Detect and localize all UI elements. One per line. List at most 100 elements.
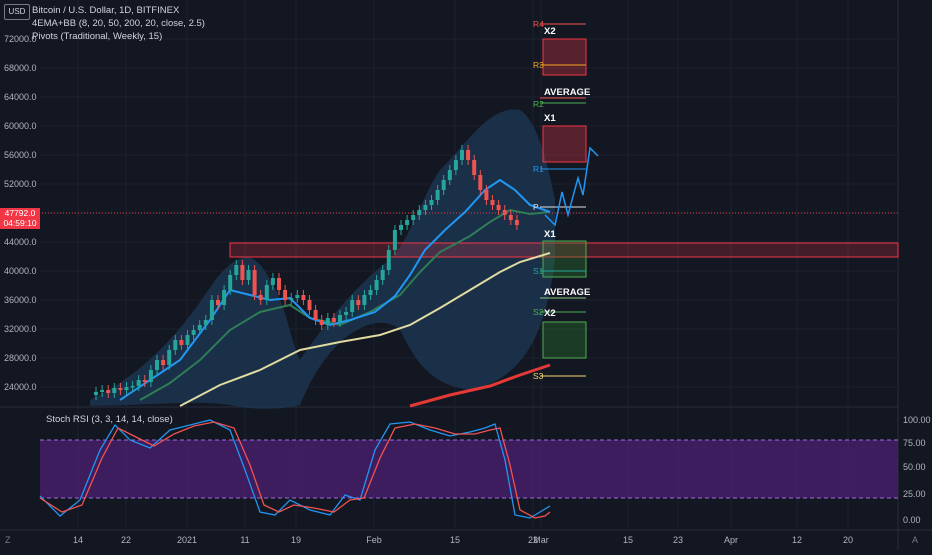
candle-body bbox=[362, 295, 367, 305]
candle-body bbox=[216, 300, 220, 305]
candle-body bbox=[325, 318, 330, 325]
ema-200-line bbox=[409, 363, 551, 408]
candle-body bbox=[100, 390, 105, 392]
candle-body bbox=[161, 360, 166, 365]
target-box-x2 bbox=[542, 38, 587, 76]
pivot-s3-label: S3 bbox=[533, 371, 544, 381]
candle-body bbox=[374, 280, 379, 290]
time-axis-label: Feb bbox=[366, 535, 382, 545]
time-axis-label: 20 bbox=[843, 535, 853, 545]
candle-body bbox=[191, 330, 196, 335]
support-resistance-zone bbox=[229, 242, 899, 258]
current-price-value: 47792.0 bbox=[4, 208, 36, 218]
candle-body bbox=[319, 320, 324, 325]
stoch-rsi-title[interactable]: Stoch RSI (3, 3, 14, 14, close) bbox=[46, 414, 173, 425]
time-axis-label: 22 bbox=[528, 535, 538, 545]
candle-body bbox=[185, 335, 190, 345]
candle-body bbox=[331, 318, 336, 322]
candle-body bbox=[130, 386, 135, 388]
price-axis-label: 36000.0 bbox=[4, 295, 37, 305]
indicator-ema-bb[interactable]: 4EMA+BB (8, 20, 50, 200, 20, close, 2.5) bbox=[32, 18, 205, 29]
candle-body bbox=[435, 190, 440, 200]
current-price-tag: 47792.0 04:59:10 bbox=[0, 208, 40, 229]
candle-body bbox=[246, 270, 251, 280]
candle-body bbox=[466, 150, 471, 160]
price-axis-label: 60000.0 bbox=[4, 121, 37, 131]
target-box-x2-lower bbox=[542, 321, 587, 359]
rsi-axis-label: 0.00 bbox=[903, 515, 921, 525]
time-axis-label: 19 bbox=[291, 535, 301, 545]
candle-body bbox=[514, 220, 519, 225]
candle-body bbox=[234, 265, 239, 275]
pivot-r3-label: R3 bbox=[533, 60, 544, 70]
bollinger-band-cloud bbox=[90, 109, 555, 409]
price-axis-label: 28000.0 bbox=[4, 353, 37, 363]
candle-body bbox=[240, 265, 245, 280]
pivot-r1-label: R1 bbox=[533, 164, 544, 174]
auto-scale-button[interactable]: A bbox=[912, 535, 919, 545]
symbol-title[interactable]: Bitcoin / U.S. Dollar, 1D, BITFINEX bbox=[32, 5, 180, 16]
price-axis-label: 64000.0 bbox=[4, 92, 37, 102]
pivot-r2-label: R2 bbox=[533, 99, 544, 109]
time-axis-label: 15 bbox=[450, 535, 460, 545]
candle-body bbox=[368, 290, 373, 295]
candle-body bbox=[118, 388, 123, 390]
candle-body bbox=[222, 290, 227, 305]
stoch-rsi-k-line bbox=[39, 419, 551, 519]
price-axis-label: 44000.0 bbox=[4, 237, 37, 247]
currency-badge[interactable]: USD bbox=[4, 4, 30, 20]
indicator-pivots[interactable]: Pivots (Traditional, Weekly, 15) bbox=[32, 31, 163, 42]
annotation-average-bottom: AVERAGE bbox=[544, 287, 590, 298]
price-axis-label: 40000.0 bbox=[4, 266, 37, 276]
time-axis-label: Mar bbox=[533, 535, 549, 545]
candle-body bbox=[289, 298, 294, 300]
candle-body bbox=[112, 388, 117, 393]
candle-body bbox=[277, 278, 281, 290]
candle-body bbox=[478, 175, 483, 190]
zoom-button[interactable]: Z bbox=[5, 535, 11, 545]
pivot-p-label: P bbox=[533, 202, 539, 212]
candle-body bbox=[484, 190, 489, 200]
candle-body bbox=[173, 340, 178, 350]
candle-body bbox=[167, 350, 172, 365]
stoch-rsi-band bbox=[40, 440, 898, 498]
time-axis-label: 23 bbox=[673, 535, 683, 545]
time-axis-label: 12 bbox=[792, 535, 802, 545]
rsi-axis-label: 50.00 bbox=[903, 462, 926, 472]
candle-body bbox=[350, 300, 355, 312]
candle-body bbox=[106, 390, 111, 393]
time-axis-label: 14 bbox=[73, 535, 83, 545]
candle-body bbox=[490, 200, 495, 205]
candle-body bbox=[460, 150, 464, 160]
candle-body bbox=[94, 392, 98, 395]
pivot-s2-label: S2 bbox=[533, 307, 544, 317]
time-axis-label: 11 bbox=[240, 535, 249, 545]
target-box-x1-lower bbox=[542, 240, 587, 278]
candle-body bbox=[380, 270, 385, 280]
candle-body bbox=[228, 275, 233, 290]
annotation-average-top: AVERAGE bbox=[544, 87, 590, 98]
bar-countdown: 04:59:10 bbox=[3, 218, 37, 228]
candle-body bbox=[124, 387, 129, 390]
candle-body bbox=[148, 370, 153, 382]
candle-body bbox=[142, 380, 147, 382]
price-axis-label: 32000.0 bbox=[4, 324, 37, 334]
stoch-rsi-d-line bbox=[39, 421, 551, 519]
time-axis-label: 2021 bbox=[177, 535, 197, 545]
price-axis-label: 72000.0 bbox=[4, 34, 37, 44]
projection-path bbox=[544, 146, 599, 227]
pivot-s1-label: S1 bbox=[533, 266, 544, 276]
candle-body bbox=[197, 325, 202, 330]
annotation-x1-top: X1 bbox=[544, 113, 556, 124]
price-axis-label: 56000.0 bbox=[4, 150, 37, 160]
rsi-axis-label: 75.00 bbox=[903, 438, 926, 448]
time-axis-label: 22 bbox=[121, 535, 131, 545]
candle-body bbox=[344, 312, 349, 315]
candle-body bbox=[447, 170, 452, 180]
candle-body bbox=[356, 300, 361, 305]
candle-body bbox=[258, 295, 263, 300]
rsi-axis-label: 100.00 bbox=[903, 415, 931, 425]
annotation-x2-bottom: X2 bbox=[544, 308, 556, 319]
